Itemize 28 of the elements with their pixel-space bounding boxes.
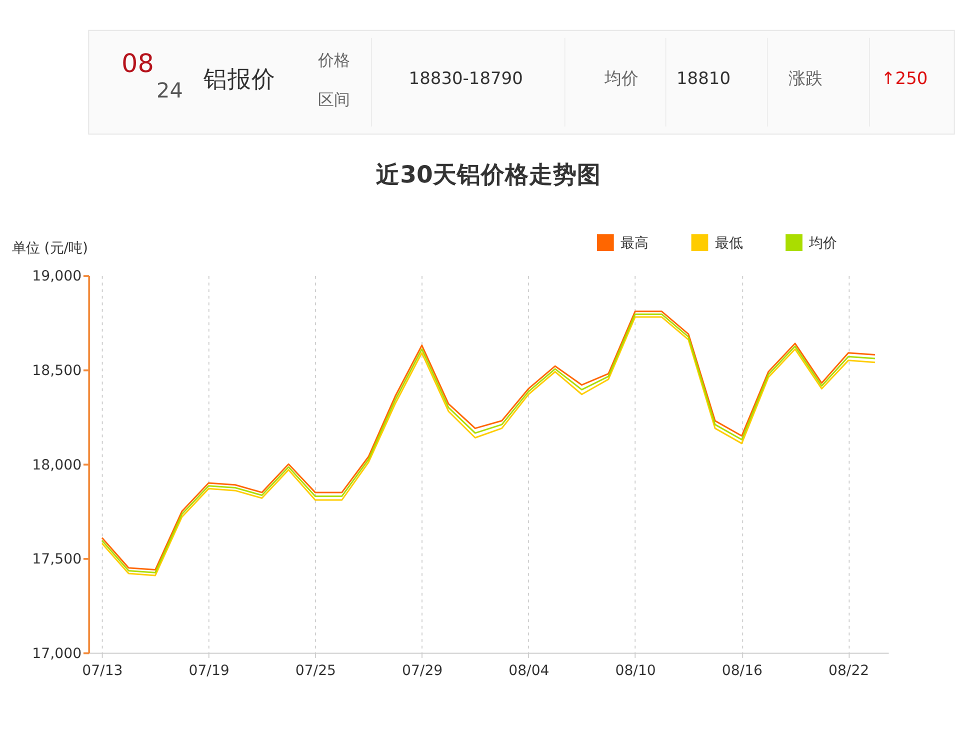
y-tick-label: 18,000 (32, 457, 82, 474)
x-tick-label: 07/29 (402, 662, 443, 679)
y-tick-label: 17,500 (32, 552, 82, 568)
x-tick-label: 07/25 (295, 662, 336, 679)
x-tick-label: 08/22 (828, 662, 870, 679)
x-tick-label: 07/13 (82, 662, 123, 679)
legend-label: 最高 (620, 235, 649, 252)
x-tick-label: 07/19 (188, 662, 230, 679)
legend-label: 最低 (714, 235, 743, 252)
text: 24 (156, 78, 183, 102)
text: 均价 (603, 69, 638, 90)
x-tick-label: 08/16 (722, 662, 763, 679)
x-tick-label: 08/04 (508, 662, 550, 679)
y-tick-label: 19,000 (32, 268, 82, 285)
y-tick-label: 17,000 (32, 646, 82, 662)
y-axis-title: 单位 (元/吨) (12, 240, 88, 256)
chart-title: 近30天铝价格走势图 (376, 160, 601, 188)
text: 18810 (676, 69, 730, 90)
text: ↑250 (881, 69, 928, 90)
text: 18830-18790 (408, 69, 523, 90)
y-tick-label: 18,500 (32, 363, 82, 380)
text: 涨跌 (788, 69, 822, 90)
x-tick-label: 08/10 (615, 662, 656, 679)
text: 08 (121, 48, 154, 79)
text: 铝报价 (202, 64, 276, 93)
text: 区间 (318, 90, 350, 109)
legend-label: 均价 (808, 235, 838, 252)
text: 价格 (316, 50, 350, 70)
